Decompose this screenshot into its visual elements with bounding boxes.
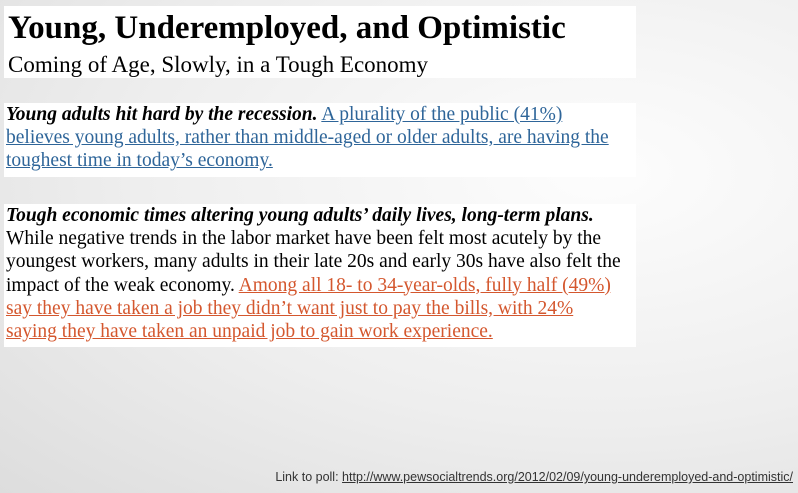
economic-body-line-2: youngest workers, many adults in their l… <box>6 251 621 273</box>
survey-link-line-1[interactable]: Among all 18- to 34-year-olds, fully hal… <box>238 274 611 296</box>
poll-link-url[interactable]: http://www.pewsocialtrends.org/2012/02/0… <box>342 470 793 484</box>
plurality-link-line-1[interactable]: A plurality of the public (41%) <box>321 104 563 125</box>
poll-link-label: Link to poll: <box>275 470 339 484</box>
title-box: Young, Underemployed, and Optimistic Com… <box>4 6 636 78</box>
plurality-link-line-2[interactable]: believes young adults, rather than middl… <box>6 127 609 149</box>
poll-link-footer: Link to poll: http://www.pewsocialtrends… <box>275 470 793 484</box>
slide-subtitle: Coming of Age, Slowly, in a Tough Econom… <box>8 52 429 77</box>
survey-link-line-3[interactable]: saying they have taken an unpaid job to … <box>6 321 493 343</box>
economic-body-line-1: While negative trends in the labor marke… <box>6 228 602 250</box>
economic-times-section: Tough economic times altering young adul… <box>4 204 636 347</box>
economic-times-paragraph: Tough economic times altering young adul… <box>6 204 646 343</box>
slide-title: Young, Underemployed, and Optimistic <box>8 10 566 46</box>
plurality-link-line-3[interactable]: toughest time in today’s economy. <box>6 150 273 172</box>
survey-link-line-2[interactable]: say they have taken a job they didn’t wa… <box>6 297 574 319</box>
recession-lead: Young adults hit hard by the recession. <box>6 104 318 125</box>
economic-times-lead: Tough economic times altering young adul… <box>6 205 594 226</box>
recession-paragraph: Young adults hit hard by the recession. … <box>6 103 646 173</box>
recession-section: Young adults hit hard by the recession. … <box>4 103 636 177</box>
economic-body-line-3: impact of the weak economy. <box>6 274 235 296</box>
